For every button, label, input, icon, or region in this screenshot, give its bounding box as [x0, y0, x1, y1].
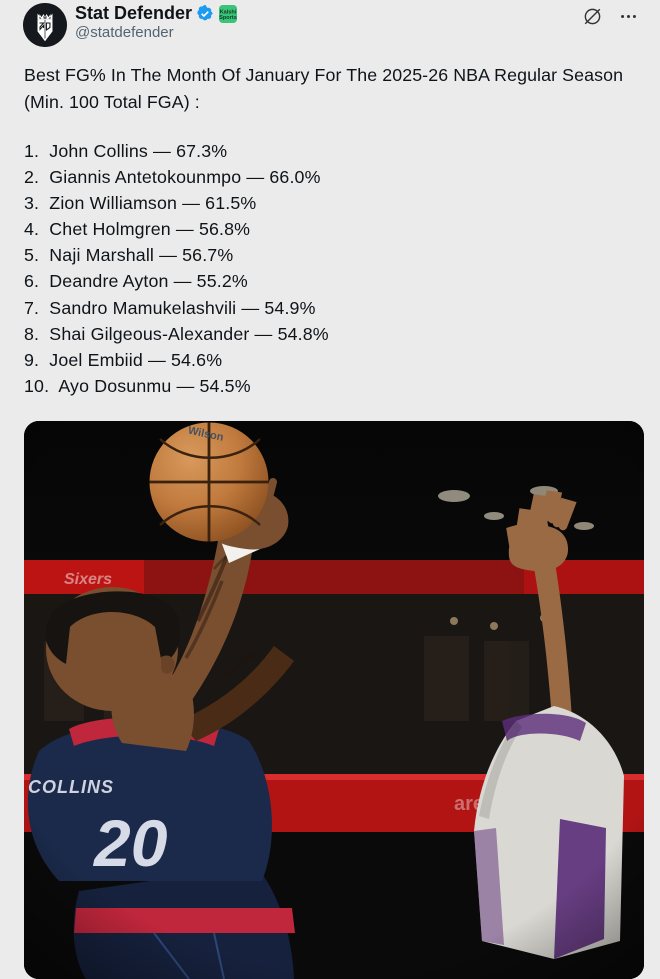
svg-text:Sports: Sports: [219, 14, 237, 20]
